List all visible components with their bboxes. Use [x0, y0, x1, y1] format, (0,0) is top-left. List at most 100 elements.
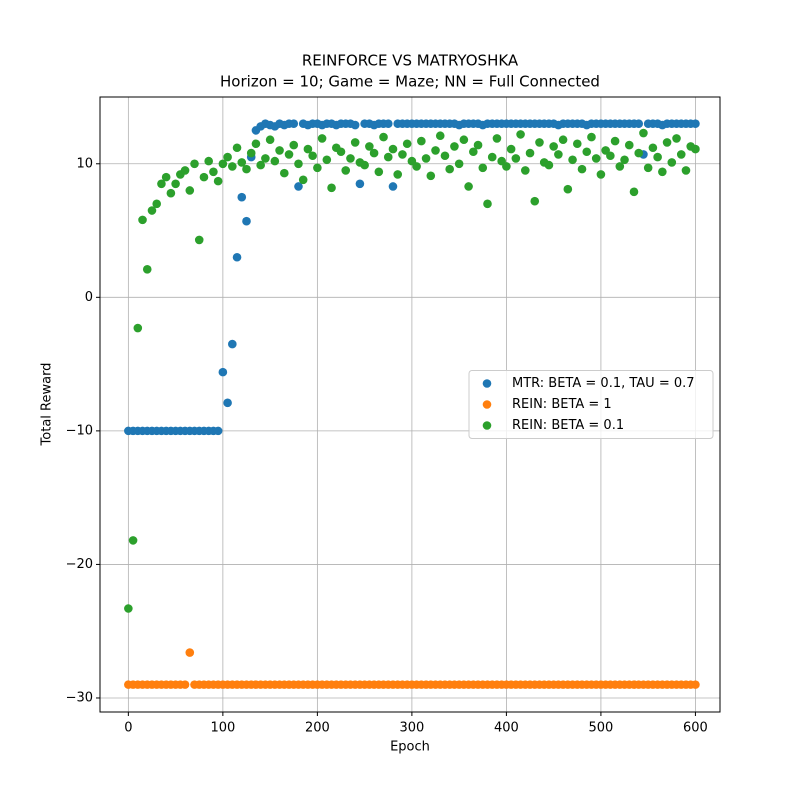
y-tick-label: −10 — [66, 423, 93, 438]
point — [516, 130, 525, 139]
point — [563, 184, 573, 194]
point — [223, 398, 232, 408]
point — [275, 146, 284, 155]
point — [298, 175, 308, 185]
point — [190, 159, 199, 169]
point — [591, 154, 601, 163]
point — [270, 156, 280, 166]
x-tick-label: 300 — [399, 721, 424, 736]
point — [166, 188, 176, 198]
point — [346, 154, 355, 163]
point — [289, 140, 299, 150]
point — [232, 143, 242, 153]
x-tick-label: 500 — [589, 721, 614, 736]
x-tick-label: 200 — [305, 721, 330, 736]
point — [246, 148, 256, 158]
point — [289, 119, 299, 129]
point — [464, 182, 473, 191]
point — [161, 172, 171, 182]
point — [147, 206, 157, 215]
point — [242, 164, 251, 174]
point — [279, 168, 289, 178]
point — [142, 264, 152, 274]
point — [469, 147, 478, 157]
legend-marker — [482, 400, 492, 409]
point — [572, 139, 582, 149]
point — [544, 160, 554, 170]
point — [558, 135, 568, 145]
point — [435, 131, 445, 141]
chart-title: REINFORCE VS MATRYOSHKA — [302, 52, 519, 70]
y-tick-label: 0 — [85, 290, 93, 305]
point — [606, 151, 615, 161]
point — [483, 199, 492, 209]
point — [213, 176, 223, 186]
point — [634, 119, 644, 129]
x-tick-label: 0 — [124, 721, 132, 736]
point — [624, 140, 634, 150]
point — [487, 152, 497, 162]
y-axis-label: Total Reward — [40, 363, 55, 447]
point — [440, 151, 450, 161]
point — [204, 156, 213, 166]
point — [256, 160, 265, 170]
point — [691, 680, 700, 689]
point — [251, 139, 261, 149]
point — [322, 155, 332, 165]
point — [426, 171, 436, 181]
point — [681, 166, 691, 175]
point — [242, 216, 251, 226]
point — [445, 164, 454, 174]
point — [294, 159, 303, 169]
legend-label: MTR: BETA = 0.1, TAU = 0.7 — [512, 376, 695, 391]
point — [180, 166, 190, 175]
point — [478, 163, 488, 173]
point — [383, 119, 393, 129]
point — [388, 182, 398, 191]
point — [228, 162, 237, 171]
point — [308, 151, 317, 161]
point — [350, 120, 360, 130]
point — [568, 155, 577, 165]
point — [180, 680, 190, 689]
point — [157, 179, 166, 189]
point — [691, 119, 700, 129]
point — [554, 150, 563, 159]
point — [393, 170, 403, 179]
point — [237, 192, 247, 202]
y-tick-label: −30 — [66, 690, 93, 705]
point — [672, 134, 681, 143]
legend-marker — [482, 421, 492, 430]
point — [639, 128, 648, 138]
point — [218, 159, 228, 169]
point — [653, 152, 662, 162]
point — [610, 136, 620, 146]
point — [431, 146, 440, 155]
point — [549, 142, 558, 151]
point — [454, 159, 464, 169]
x-tick-label: 600 — [683, 721, 708, 736]
plot-frame — [99, 96, 721, 713]
point — [317, 134, 327, 143]
point — [228, 339, 237, 349]
point — [629, 187, 639, 197]
point — [284, 150, 294, 159]
point — [365, 142, 374, 151]
legend-marker — [482, 379, 492, 388]
point — [185, 648, 195, 657]
point — [525, 148, 535, 158]
legend-box — [468, 370, 714, 439]
point — [502, 162, 511, 171]
point — [634, 148, 644, 158]
point — [582, 147, 592, 157]
point — [128, 536, 138, 545]
legend-label: REIN: BETA = 0.1 — [512, 418, 624, 433]
y-tick-label: −20 — [66, 557, 93, 572]
point — [152, 199, 162, 209]
x-tick-label: 100 — [210, 721, 235, 736]
x-tick-label: 400 — [494, 721, 519, 736]
point — [662, 138, 672, 147]
point — [596, 170, 606, 179]
legend-label: REIN: BETA = 1 — [512, 397, 612, 412]
